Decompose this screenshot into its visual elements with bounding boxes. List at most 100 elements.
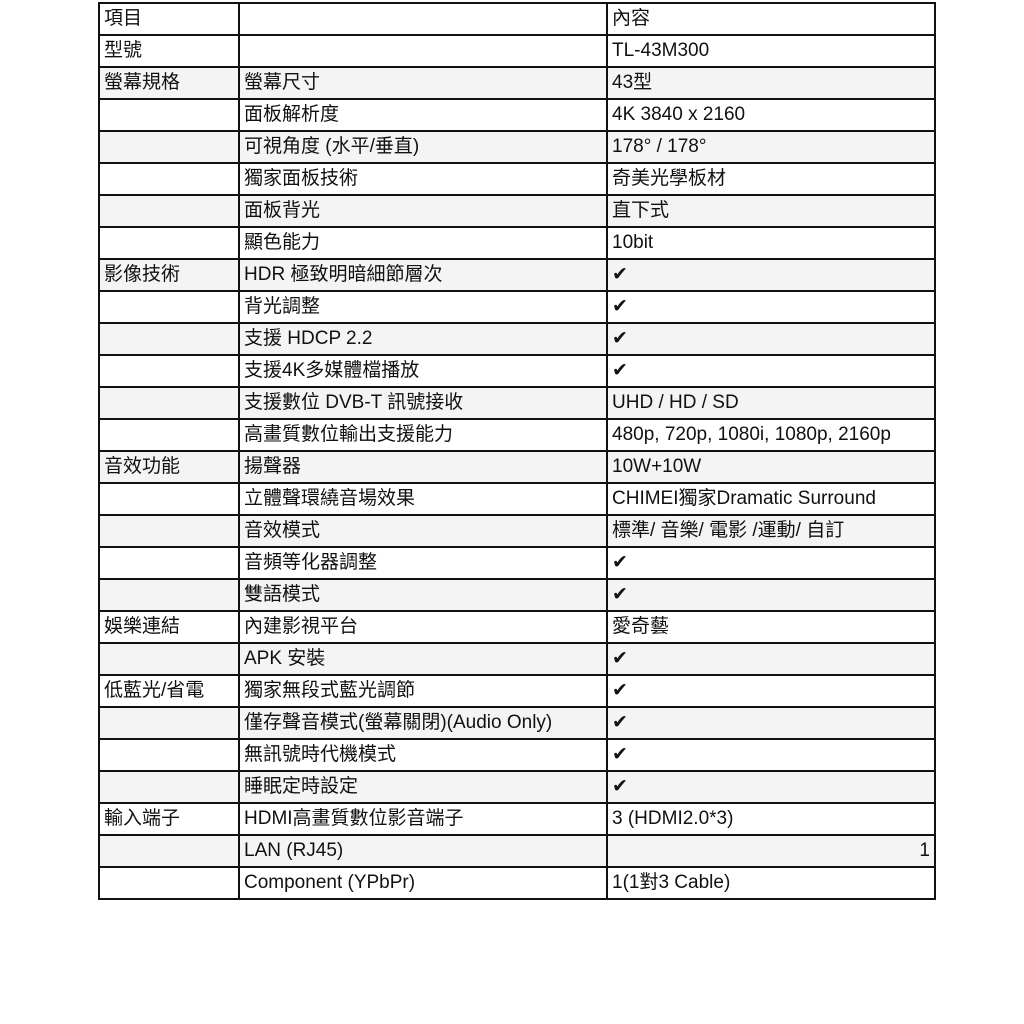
cell-value: 10bit bbox=[606, 226, 936, 260]
table-row: 影像技術 HDR 極致明暗細節層次 ✔ bbox=[98, 258, 936, 292]
cell-item: 背光調整 bbox=[238, 290, 608, 324]
cell-value: ✔ bbox=[606, 642, 936, 676]
cell-category bbox=[98, 162, 240, 196]
cell-value: 愛奇藝 bbox=[606, 610, 936, 644]
cell-value: UHD / HD / SD bbox=[606, 386, 936, 420]
table-row: 項目 內容 bbox=[98, 2, 936, 36]
cell-value: 1 bbox=[606, 834, 936, 868]
cell-item: 內建影視平台 bbox=[238, 610, 608, 644]
cell-category bbox=[98, 866, 240, 900]
cell-category bbox=[98, 226, 240, 260]
cell-category bbox=[98, 194, 240, 228]
table-row: 音頻等化器調整 ✔ bbox=[98, 546, 936, 580]
table-row: 無訊號時代機模式 ✔ bbox=[98, 738, 936, 772]
table-row: Component (YPbPr) 1(1對3 Cable) bbox=[98, 866, 936, 900]
cell-category: 音效功能 bbox=[98, 450, 240, 484]
cell-value: ✔ bbox=[606, 578, 936, 612]
cell-value: ✔ bbox=[606, 354, 936, 388]
cell-value: ✔ bbox=[606, 706, 936, 740]
cell-item: 高畫質數位輸出支援能力 bbox=[238, 418, 608, 452]
cell-item bbox=[238, 34, 608, 68]
cell-value: 480p, 720p, 1080i, 1080p, 2160p bbox=[606, 418, 936, 452]
cell-category bbox=[98, 354, 240, 388]
cell-item: 可視角度 (水平/垂直) bbox=[238, 130, 608, 164]
cell-item: 獨家面板技術 bbox=[238, 162, 608, 196]
cell-category bbox=[98, 386, 240, 420]
cell-item: 支援4K多媒體檔播放 bbox=[238, 354, 608, 388]
cell-value: ✔ bbox=[606, 770, 936, 804]
cell-value: ✔ bbox=[606, 674, 936, 708]
cell-category bbox=[98, 482, 240, 516]
cell-item: 面板解析度 bbox=[238, 98, 608, 132]
table-row: LAN (RJ45) 1 bbox=[98, 834, 936, 868]
table-row: 娛樂連結 內建影視平台 愛奇藝 bbox=[98, 610, 936, 644]
table-row: 可視角度 (水平/垂直) 178° / 178° bbox=[98, 130, 936, 164]
cell-item: 無訊號時代機模式 bbox=[238, 738, 608, 772]
cell-value: ✔ bbox=[606, 322, 936, 356]
cell-category bbox=[98, 770, 240, 804]
cell-category: 型號 bbox=[98, 34, 240, 68]
table-row: 低藍光/省電 獨家無段式藍光調節 ✔ bbox=[98, 674, 936, 708]
cell-value: 直下式 bbox=[606, 194, 936, 228]
cell-item: 雙語模式 bbox=[238, 578, 608, 612]
table-row: 音效模式 標準/ 音樂/ 電影 /運動/ 自訂 bbox=[98, 514, 936, 548]
cell-item: 立體聲環繞音場效果 bbox=[238, 482, 608, 516]
cell-value: 1(1對3 Cable) bbox=[606, 866, 936, 900]
cell-category bbox=[98, 706, 240, 740]
cell-item: LAN (RJ45) bbox=[238, 834, 608, 868]
cell-value: 奇美光學板材 bbox=[606, 162, 936, 196]
cell-value: 3 (HDMI2.0*3) bbox=[606, 802, 936, 836]
spec-table: 項目 內容 型號 TL-43M300 螢幕規格 螢幕尺寸 43型 面板解析度 4K 3840 x… bbox=[98, 2, 936, 900]
cell-category: 娛樂連結 bbox=[98, 610, 240, 644]
table-row: 顯色能力 10bit bbox=[98, 226, 936, 260]
cell-category bbox=[98, 322, 240, 356]
cell-item: 音頻等化器調整 bbox=[238, 546, 608, 580]
cell-category: 螢幕規格 bbox=[98, 66, 240, 100]
cell-item: 音效模式 bbox=[238, 514, 608, 548]
cell-item: Component (YPbPr) bbox=[238, 866, 608, 900]
cell-category bbox=[98, 738, 240, 772]
cell-item: 睡眠定時設定 bbox=[238, 770, 608, 804]
table-row: 音效功能 揚聲器 10W+10W bbox=[98, 450, 936, 484]
cell-value: 標準/ 音樂/ 電影 /運動/ 自訂 bbox=[606, 514, 936, 548]
cell-item: 螢幕尺寸 bbox=[238, 66, 608, 100]
cell-category bbox=[98, 578, 240, 612]
table-row: 型號 TL-43M300 bbox=[98, 34, 936, 68]
table-row: 立體聲環繞音場效果 CHIMEI獨家Dramatic Surround bbox=[98, 482, 936, 516]
cell-category bbox=[98, 514, 240, 548]
cell-category bbox=[98, 290, 240, 324]
cell-item: APK 安裝 bbox=[238, 642, 608, 676]
table-row: 支援數位 DVB-T 訊號接收 UHD / HD / SD bbox=[98, 386, 936, 420]
cell-item: 獨家無段式藍光調節 bbox=[238, 674, 608, 708]
table-row: 支援4K多媒體檔播放 ✔ bbox=[98, 354, 936, 388]
table-row: APK 安裝 ✔ bbox=[98, 642, 936, 676]
cell-item: 揚聲器 bbox=[238, 450, 608, 484]
table-row: 螢幕規格 螢幕尺寸 43型 bbox=[98, 66, 936, 100]
cell-value: 10W+10W bbox=[606, 450, 936, 484]
cell-value: 內容 bbox=[606, 2, 936, 36]
cell-category bbox=[98, 418, 240, 452]
cell-category bbox=[98, 546, 240, 580]
cell-value: 43型 bbox=[606, 66, 936, 100]
table-row: 支援 HDCP 2.2 ✔ bbox=[98, 322, 936, 356]
cell-value: 178° / 178° bbox=[606, 130, 936, 164]
table-row: 面板解析度 4K 3840 x 2160 bbox=[98, 98, 936, 132]
cell-item: HDMI高畫質數位影音端子 bbox=[238, 802, 608, 836]
cell-item: 支援 HDCP 2.2 bbox=[238, 322, 608, 356]
cell-value: ✔ bbox=[606, 738, 936, 772]
table-row: 高畫質數位輸出支援能力 480p, 720p, 1080i, 1080p, 216… bbox=[98, 418, 936, 452]
cell-category bbox=[98, 834, 240, 868]
table-row: 輸入端子 HDMI高畫質數位影音端子 3 (HDMI2.0*3) bbox=[98, 802, 936, 836]
cell-category bbox=[98, 130, 240, 164]
cell-value: ✔ bbox=[606, 258, 936, 292]
table-row: 睡眠定時設定 ✔ bbox=[98, 770, 936, 804]
cell-category: 低藍光/省電 bbox=[98, 674, 240, 708]
cell-item: 支援數位 DVB-T 訊號接收 bbox=[238, 386, 608, 420]
cell-category bbox=[98, 642, 240, 676]
table-row: 僅存聲音模式(螢幕關閉)(Audio Only) ✔ bbox=[98, 706, 936, 740]
cell-item: 僅存聲音模式(螢幕關閉)(Audio Only) bbox=[238, 706, 608, 740]
cell-category bbox=[98, 98, 240, 132]
cell-value: ✔ bbox=[606, 546, 936, 580]
cell-item bbox=[238, 2, 608, 36]
table-row: 雙語模式 ✔ bbox=[98, 578, 936, 612]
